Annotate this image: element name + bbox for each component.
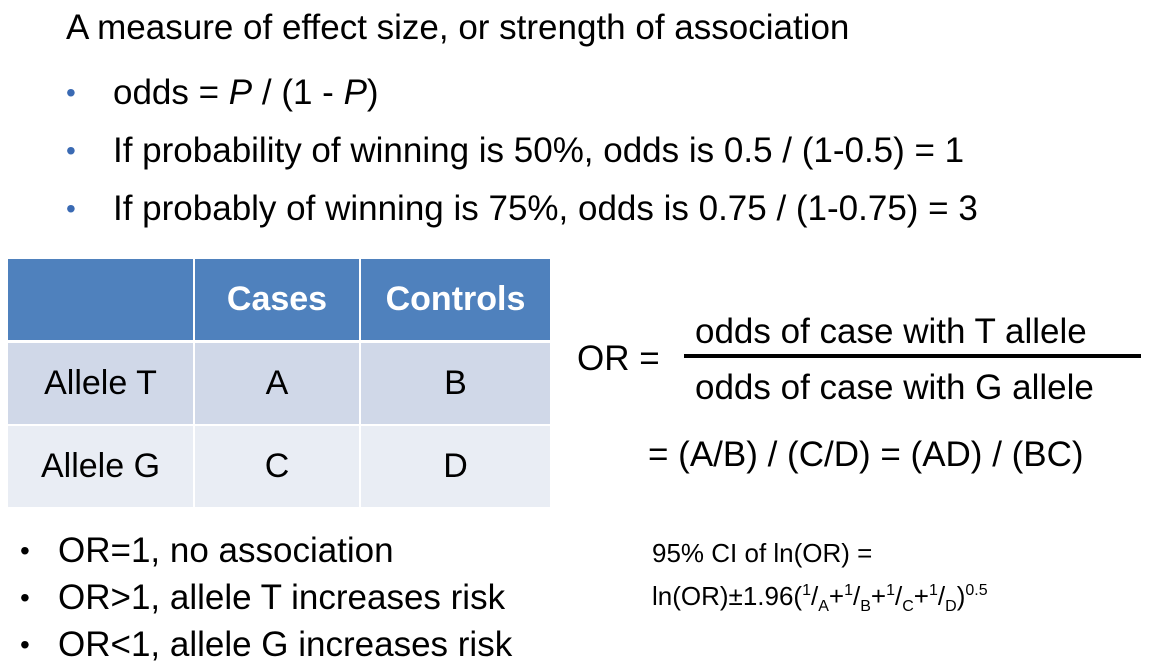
odds-example-75-text: If probably of winning is 75%, odds is 0… bbox=[113, 189, 978, 228]
cell-a: A bbox=[194, 340, 361, 425]
row-label-allele-g: Allele G bbox=[8, 424, 195, 507]
row-label-allele-t: Allele T bbox=[8, 340, 195, 425]
cell-b: B bbox=[360, 340, 550, 425]
table-header-empty bbox=[8, 259, 195, 342]
ci-title: 95% CI of ln(OR) = bbox=[652, 538, 873, 568]
interpretation-text: OR<1, allele G increases risk bbox=[58, 625, 513, 664]
or-denominator: odds of case with G allele bbox=[695, 368, 1094, 407]
bullet-icon: • bbox=[20, 582, 30, 613]
or-equivalent-expression: = (A/B) / (C/D) = (AD) / (BC) bbox=[648, 435, 1084, 474]
fraction-bar bbox=[684, 354, 1141, 358]
bullet-icon: • bbox=[66, 135, 76, 166]
interpretation-text: OR=1, no association bbox=[58, 531, 394, 570]
bullet-icon: • bbox=[66, 77, 76, 108]
ci-formula: ln(OR)±1.96(1/A+1/B+1/C+1/D)0.5 bbox=[652, 581, 988, 615]
allele-contingency-table: Cases Controls Allele T A B Allele G C D bbox=[8, 259, 550, 507]
list-item: • OR=1, no association bbox=[20, 527, 512, 574]
table-row: Allele G C D bbox=[8, 424, 550, 507]
or-equals-label: OR = bbox=[577, 339, 660, 378]
cell-c: C bbox=[194, 424, 361, 507]
interpretation-list: • OR=1, no association • OR>1, allele T … bbox=[20, 527, 512, 668]
bullet-icon: • bbox=[20, 535, 30, 566]
bullet-icon: • bbox=[66, 193, 76, 224]
odds-definition-list: • odds = P / (1 - P) • If probability of… bbox=[66, 64, 978, 238]
interpretation-text: OR>1, allele T increases risk bbox=[58, 578, 506, 617]
cell-d: D bbox=[360, 424, 550, 507]
list-item: • OR<1, allele G increases risk bbox=[20, 621, 512, 668]
odds-example-50-text: If probability of winning is 50%, odds i… bbox=[113, 131, 965, 170]
odds-example-50-item: • If probability of winning is 50%, odds… bbox=[66, 122, 978, 180]
or-numerator: odds of case with T allele bbox=[695, 312, 1087, 351]
bullet-icon: • bbox=[20, 629, 30, 660]
odds-formula-text: odds = P / (1 - P) bbox=[113, 73, 379, 112]
table-header-row: Cases Controls bbox=[8, 259, 550, 342]
page-heading: A measure of effect size, or strength of… bbox=[66, 8, 850, 47]
table-header-cases: Cases bbox=[194, 259, 361, 342]
table-header-controls: Controls bbox=[360, 259, 550, 342]
list-item: • OR>1, allele T increases risk bbox=[20, 574, 512, 621]
odds-example-75-item: • If probably of winning is 75%, odds is… bbox=[66, 180, 978, 238]
table-row: Allele T A B bbox=[8, 340, 550, 425]
odds-formula-item: • odds = P / (1 - P) bbox=[66, 64, 978, 122]
